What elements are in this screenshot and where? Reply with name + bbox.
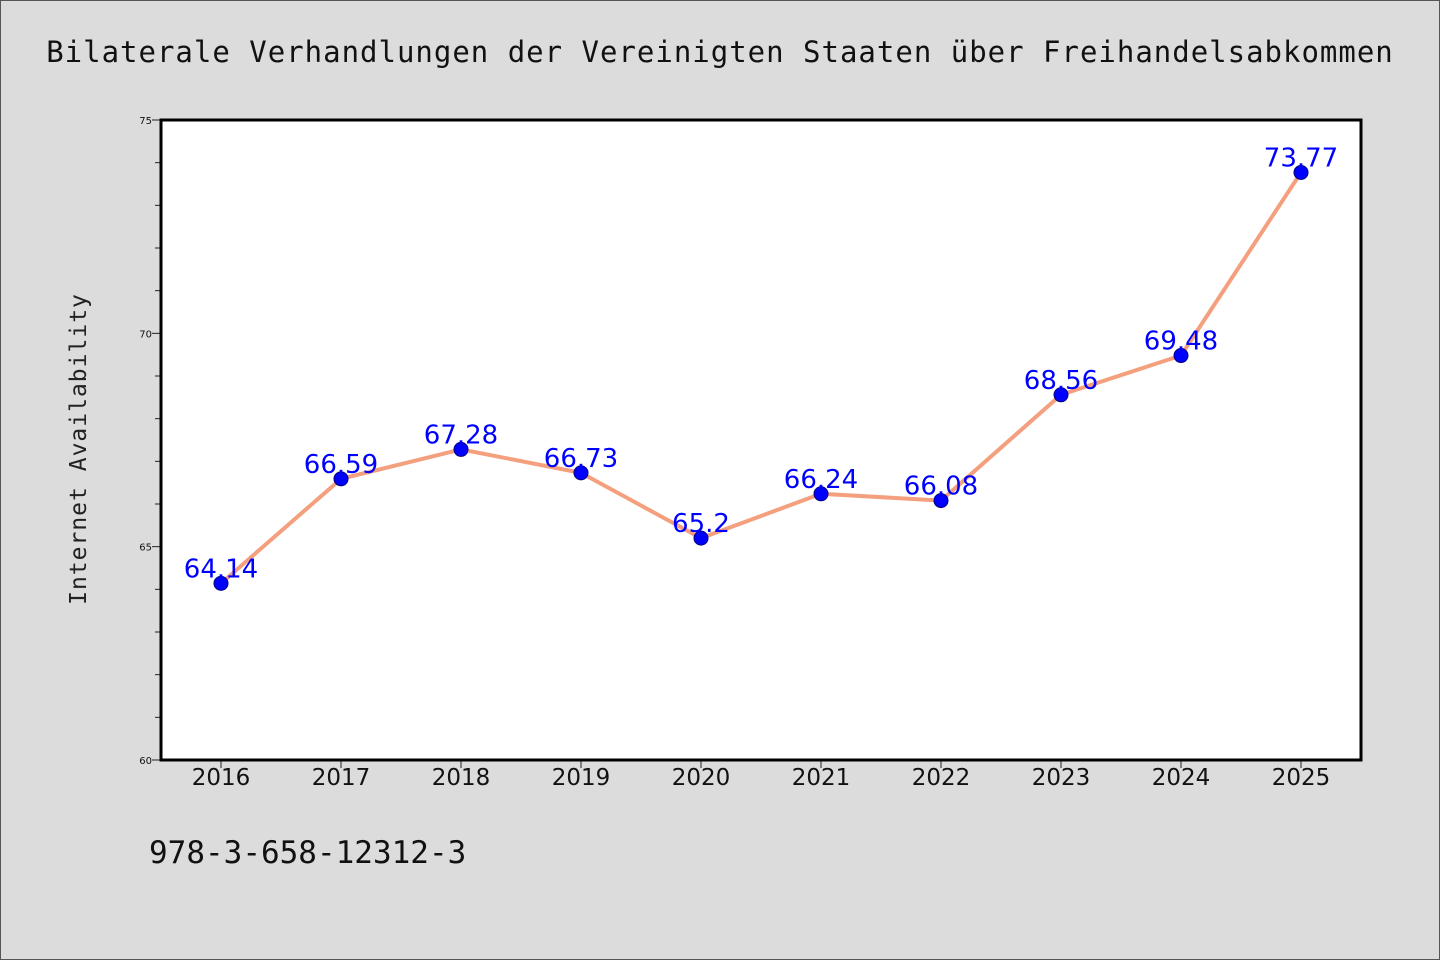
data-point — [1173, 348, 1189, 364]
data-point — [453, 441, 469, 457]
data-label: 67.28 — [424, 420, 498, 450]
y-tick-label: 60 — [139, 756, 152, 767]
x-tick-label: 2021 — [792, 765, 851, 791]
data-point — [693, 530, 709, 546]
data-label: 66.08 — [904, 472, 978, 502]
x-tick-label: 2018 — [432, 765, 491, 791]
chart-title: Bilaterale Verhandlungen der Vereinigten… — [46, 35, 1394, 69]
data-label: 66.24 — [784, 465, 858, 495]
footer-code: 978-3-658-12312-3 — [149, 835, 467, 871]
data-point — [1053, 387, 1069, 403]
data-point — [933, 493, 949, 509]
x-tick-label: 2016 — [192, 765, 251, 791]
series-line — [219, 170, 1303, 586]
plot-area — [161, 120, 1361, 760]
x-tick-label: 2017 — [312, 765, 371, 791]
plot-frame — [159, 118, 1363, 762]
y-axis-label: Internet Availability — [66, 293, 92, 605]
data-point — [813, 486, 829, 502]
x-tick-label: 2020 — [672, 765, 731, 791]
x-tick-label: 2019 — [552, 765, 611, 791]
x-tick-label: 2025 — [1272, 765, 1331, 791]
data-label: 73.77 — [1264, 143, 1338, 173]
data-label: 65.2 — [672, 509, 730, 539]
data-point — [1293, 164, 1309, 180]
data-label: 69.48 — [1144, 327, 1218, 357]
x-tick-label: 2023 — [1032, 765, 1091, 791]
data-point — [573, 465, 589, 481]
data-point — [333, 471, 349, 487]
y-tick-label: 65 — [139, 543, 152, 554]
data-label: 66.59 — [304, 450, 378, 480]
data-label: 64.14 — [184, 554, 258, 584]
data-point — [213, 575, 229, 591]
y-tick-label: 75 — [139, 116, 152, 127]
x-tick-label: 2022 — [912, 765, 971, 791]
data-label: 68.56 — [1024, 366, 1098, 396]
x-tick-label: 2024 — [1152, 765, 1211, 791]
data-label: 66.73 — [544, 444, 618, 474]
y-tick-label: 70 — [139, 329, 152, 340]
